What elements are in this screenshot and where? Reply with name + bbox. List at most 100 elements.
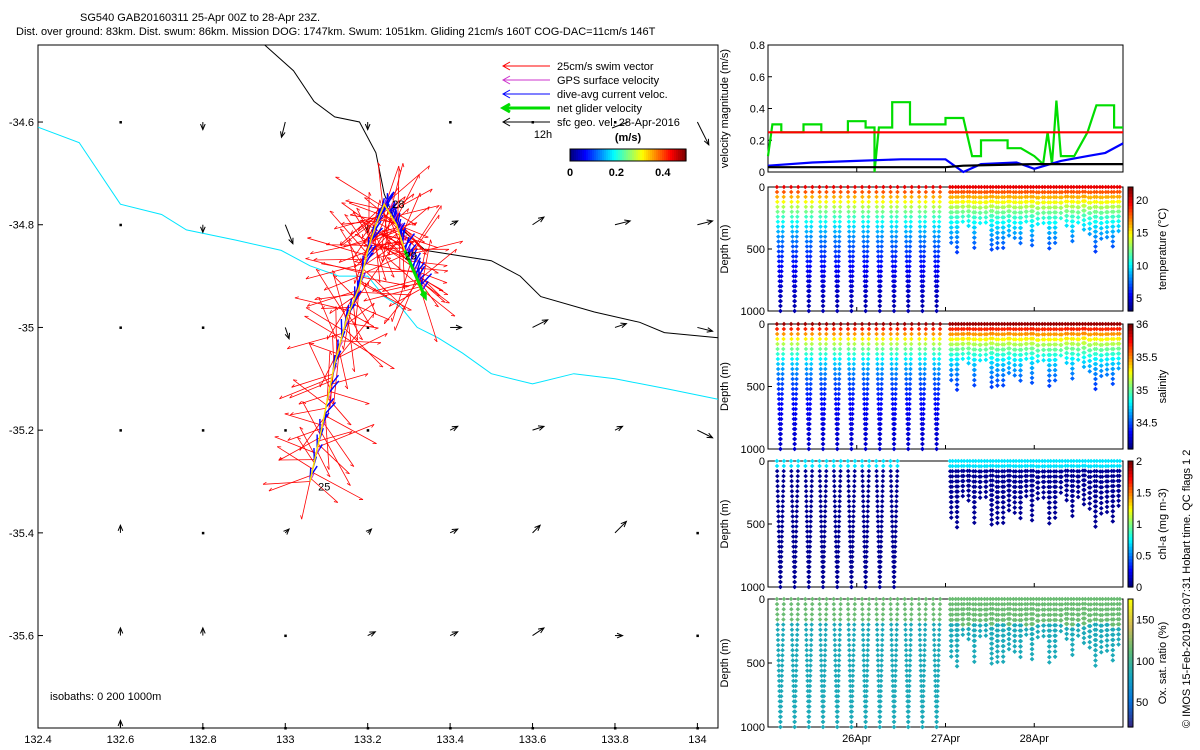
day-label: 29 bbox=[405, 251, 417, 263]
swim-vector-head bbox=[305, 257, 310, 259]
profile-sample-point bbox=[820, 308, 826, 314]
profile-sample-point bbox=[877, 293, 883, 299]
profile-sample-point bbox=[935, 401, 941, 407]
profile-sample-point bbox=[1111, 204, 1116, 210]
profile-sample-point bbox=[954, 387, 960, 392]
dac-vector bbox=[389, 201, 396, 215]
colorbar-cell bbox=[1128, 187, 1133, 191]
panel-frame bbox=[767, 186, 1124, 312]
profile-sample-point bbox=[937, 326, 943, 332]
profile-sample-point bbox=[1030, 199, 1036, 204]
profile-sample-point bbox=[874, 331, 879, 337]
profile-sample-point bbox=[847, 259, 853, 264]
geo-velocity-arrow bbox=[696, 121, 710, 146]
profile-sample-point bbox=[1036, 184, 1042, 190]
profile-sample-point bbox=[934, 431, 940, 437]
profile-sample-point bbox=[903, 371, 909, 377]
swim-vector-head bbox=[321, 306, 325, 309]
profile-sample-point bbox=[774, 331, 780, 337]
geo-velocity-arrow bbox=[200, 224, 206, 234]
profile-sample-point bbox=[956, 326, 961, 332]
profile-sample-point bbox=[821, 288, 826, 294]
swim-vector-head bbox=[353, 321, 356, 326]
profile-sample-point bbox=[777, 269, 782, 274]
profile-sample-point bbox=[902, 331, 908, 337]
profile-sample-point bbox=[823, 341, 829, 347]
profile-sample-point bbox=[1059, 205, 1064, 211]
colorbar-cell bbox=[576, 149, 579, 161]
profile-sample-point bbox=[1070, 204, 1076, 209]
profile-sample-point bbox=[922, 351, 928, 357]
profile-sample-point bbox=[847, 381, 852, 387]
profile-sample-point bbox=[790, 396, 796, 402]
swim-vector-head bbox=[356, 207, 361, 211]
profile-sample-point bbox=[851, 371, 856, 377]
profile-sample-point bbox=[1117, 189, 1123, 195]
profile-sample-point bbox=[1094, 194, 1099, 200]
swim-vector-head bbox=[398, 168, 402, 173]
profile-sample-point bbox=[904, 406, 910, 412]
profile-sample-point bbox=[789, 356, 795, 362]
profile-sample-point bbox=[949, 352, 955, 357]
profile-sample-point bbox=[835, 436, 840, 442]
profile-sample-point bbox=[779, 259, 785, 264]
colorbar-frame bbox=[569, 148, 687, 162]
profile-sample-point bbox=[1080, 184, 1085, 190]
swim-vector-head bbox=[372, 313, 375, 318]
profile-sample-point bbox=[1111, 214, 1116, 219]
swim-vector-head bbox=[403, 196, 406, 201]
profile-sample-point bbox=[791, 401, 796, 407]
profile-sample-point bbox=[935, 274, 940, 279]
profile-sample-point bbox=[1116, 223, 1121, 229]
colorbar-cell bbox=[596, 149, 599, 161]
profile-sample-point bbox=[823, 356, 828, 362]
geo-vector-dot bbox=[696, 634, 699, 638]
profile-sample-point bbox=[879, 376, 885, 382]
profile-sample-point bbox=[1116, 214, 1122, 219]
colorbar-cell bbox=[630, 149, 633, 161]
swim-vector-head bbox=[445, 248, 450, 252]
swim-vector bbox=[382, 230, 406, 253]
profile-sample-point bbox=[1065, 189, 1071, 195]
profile-sample-point bbox=[818, 356, 823, 362]
profile-sample-point bbox=[851, 366, 856, 372]
profile-sample-point bbox=[805, 269, 810, 274]
profile-sample-point bbox=[979, 321, 984, 327]
profile-sample-point bbox=[804, 381, 810, 387]
profile-sample-point bbox=[959, 326, 964, 332]
profile-sample-point bbox=[835, 431, 840, 437]
profile-sample-point bbox=[878, 259, 884, 264]
colorbar-cell bbox=[1128, 307, 1133, 312]
profile-sample-point bbox=[1098, 236, 1104, 241]
geo-vector-dot bbox=[201, 429, 205, 432]
profile-sample-point bbox=[846, 351, 851, 357]
profile-sample-point bbox=[778, 283, 784, 289]
colorbar-tick-label: 0 bbox=[1136, 582, 1142, 594]
profile-sample-point bbox=[933, 401, 938, 407]
profile-sample-point bbox=[1052, 235, 1058, 241]
profile-sample-point bbox=[792, 308, 797, 314]
profile-sample-point bbox=[795, 346, 800, 352]
profile-sample-point bbox=[918, 259, 924, 264]
swim-vector-head bbox=[352, 368, 356, 372]
swim-vector bbox=[363, 286, 420, 302]
profile-sample-point bbox=[907, 396, 912, 402]
colorbar-tick-label: 0 bbox=[567, 167, 573, 179]
profile-sample-point bbox=[888, 326, 893, 332]
profile-sample-point bbox=[921, 416, 926, 422]
profile-sample-point bbox=[934, 436, 940, 442]
profile-sample-point bbox=[790, 376, 795, 382]
profile-sample-point bbox=[955, 352, 961, 357]
profile-sample-point bbox=[823, 346, 829, 352]
swim-vector-head bbox=[363, 298, 367, 302]
profile-sample-point bbox=[861, 386, 867, 392]
swim-vector bbox=[299, 426, 316, 457]
swim-vector bbox=[361, 276, 410, 287]
swim-vector-head bbox=[371, 424, 375, 428]
profile-sample-point bbox=[1051, 184, 1057, 190]
profile-sample-point bbox=[906, 411, 912, 417]
profile-sample-point bbox=[934, 288, 940, 294]
profile-sample-point bbox=[918, 381, 923, 387]
profile-sample-point bbox=[916, 321, 922, 327]
profile-sample-point bbox=[935, 278, 940, 284]
